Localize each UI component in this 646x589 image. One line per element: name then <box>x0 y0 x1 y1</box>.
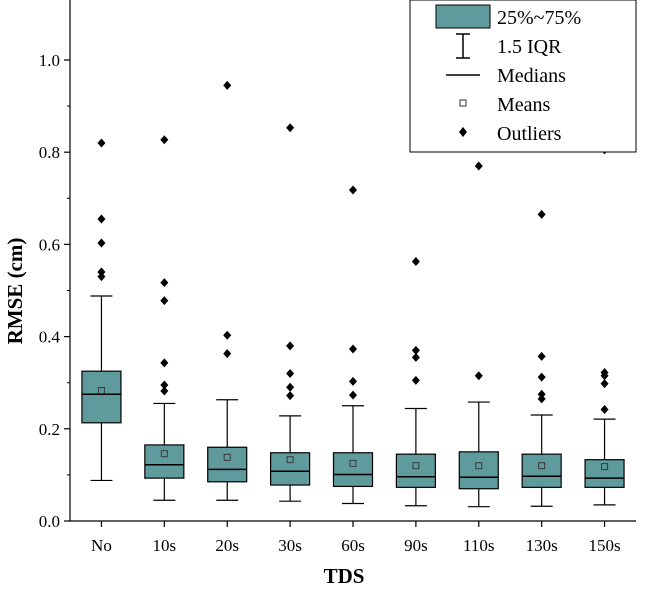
y-tick-label: 0.4 <box>39 328 61 347</box>
mean-no <box>97 387 105 395</box>
y-axis-title: RMSE (cm) <box>3 238 27 345</box>
mean-10s <box>160 450 168 458</box>
legend-label-outlier: Outliers <box>497 123 562 145</box>
legend: 25%~75% 1.5 IQR Medians Means Outliers <box>409 0 637 153</box>
y-tick-label: 0.8 <box>39 143 60 162</box>
outlier-30s <box>286 391 295 401</box>
outlier-110s <box>474 371 483 381</box>
outlier-no <box>97 214 106 224</box>
outlier-20s <box>223 80 232 90</box>
outlier-90s <box>411 256 420 266</box>
outlier-30s <box>286 123 295 133</box>
outlier-60s <box>349 390 357 400</box>
x-tick-label: 30s <box>278 536 302 555</box>
outlier-10s <box>160 296 169 306</box>
outlier-130s <box>537 209 546 219</box>
x-tick-label: 110s <box>463 536 495 555</box>
box-60s <box>332 452 374 488</box>
box-10s <box>144 444 185 479</box>
outlier-20s <box>223 349 232 359</box>
outlier-150s <box>600 404 609 414</box>
x-tick-label: 60s <box>341 536 365 555</box>
mean-110s <box>475 462 483 470</box>
outlier-90s <box>411 352 420 362</box>
legend-outlier-symbol <box>459 127 467 137</box>
x-tick-label: 10s <box>153 536 177 555</box>
outlier-150s <box>600 379 609 389</box>
box-30s <box>270 452 311 486</box>
legend-mean-symbol <box>459 99 467 107</box>
outlier-60s <box>349 344 357 354</box>
outlier-no <box>97 272 106 282</box>
mean-90s <box>412 462 420 470</box>
outlier-90s <box>411 375 420 385</box>
outlier-60s <box>349 185 357 195</box>
box-20s <box>207 446 248 483</box>
y-tick-label: 1.0 <box>39 51 60 70</box>
y-tick-label: 0.0 <box>39 512 60 531</box>
outlier-10s <box>160 135 169 145</box>
box-no <box>81 370 122 424</box>
outlier-130s <box>537 351 546 361</box>
mean-60s <box>349 459 357 467</box>
outlier-30s <box>286 368 295 378</box>
box-90s <box>395 453 436 488</box>
outlier-110s <box>474 161 483 171</box>
outlier-no <box>97 267 106 277</box>
legend-label-whisker: 1.5 IQR <box>497 36 562 58</box>
outlier-no <box>97 138 106 148</box>
outlier-10s <box>160 278 169 288</box>
outlier-130s <box>537 394 546 404</box>
box-110s <box>458 451 499 490</box>
x-tick-label: 20s <box>215 536 239 555</box>
y-tick-label: 0.2 <box>39 420 60 439</box>
legend-label-median: Medians <box>497 65 566 87</box>
outlier-10s <box>160 380 169 390</box>
x-axis-title: TDS <box>324 564 365 588</box>
mean-130s <box>538 462 546 470</box>
outlier-10s <box>160 358 169 368</box>
x-tick-label: 150s <box>588 536 620 555</box>
box-150s <box>584 459 625 488</box>
outlier-130s <box>537 372 546 382</box>
legend-whisker-symbol <box>456 33 470 59</box>
outlier-150s <box>600 368 609 378</box>
box-130s <box>521 453 562 488</box>
legend-box-swatch <box>435 4 491 29</box>
legend-label-mean: Means <box>497 94 551 116</box>
legend-label-iqr-box: 25%~75% <box>497 7 581 29</box>
outlier-90s <box>411 345 420 355</box>
outlier-130s <box>537 389 546 399</box>
mean-150s <box>601 463 609 471</box>
x-tick-label: No <box>91 536 112 555</box>
x-tick-label: 130s <box>526 536 558 555</box>
mean-30s <box>286 456 294 464</box>
outlier-30s <box>286 382 295 392</box>
plot-area: 0.0 0.2 0.4 0.6 0.8 1.0 No 10s 20s 30s 60s 90s 110s 1… <box>39 0 636 555</box>
outlier-30s <box>286 341 295 351</box>
outlier-20s <box>223 330 232 340</box>
outlier-10s <box>160 386 169 396</box>
x-tick-label: 90s <box>404 536 428 555</box>
mean-20s <box>223 453 231 461</box>
outlier-no <box>97 238 106 248</box>
outlier-60s <box>349 376 357 386</box>
y-tick-label: 0.6 <box>39 235 60 254</box>
